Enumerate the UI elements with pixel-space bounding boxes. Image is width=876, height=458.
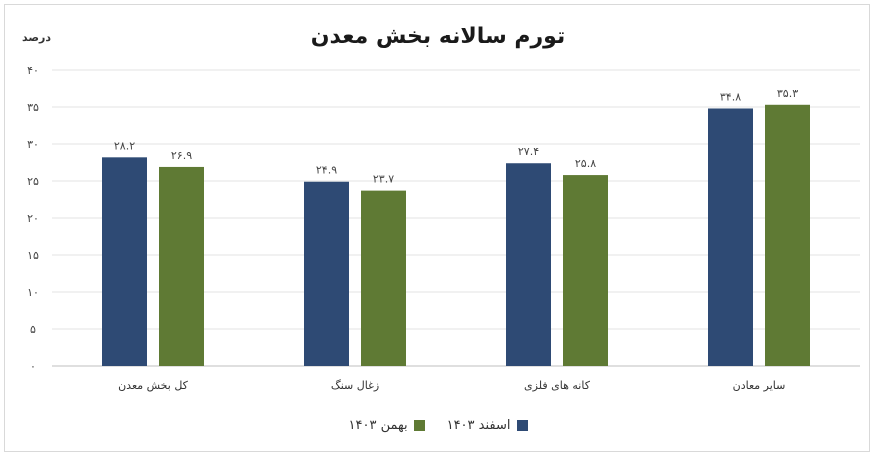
y-tick-label: ۱۵ [27,249,39,262]
y-tick-label: ۱۰ [27,286,39,299]
bar [765,104,810,366]
y-tick-label: ۲۰ [27,212,39,225]
data-label: ۳۵.۳ [777,87,798,100]
bar [102,157,147,366]
x-tick-label: سایر معادن [733,379,786,392]
y-axis-label: درصد [22,31,51,44]
x-tick-label: کل بخش معدن [118,379,189,392]
bar [708,108,753,366]
data-label: ۲۵.۸ [575,157,596,170]
bar [506,163,551,366]
data-label: ۲۷.۴ [518,145,539,158]
legend-item-series-1: اسفند ۱۴۰۳ [447,418,528,433]
y-tick-label: ۲۵ [27,175,39,188]
data-label: ۲۸.۲ [114,139,135,152]
bar [159,166,204,366]
data-label: ۳۴.۸ [720,90,741,103]
data-label: ۲۳.۷ [373,173,394,186]
legend-label-series-2: بهمن ۱۴۰۳ [348,418,408,433]
y-tick-label: ۰ [30,360,36,373]
legend-swatch-series-1 [516,420,528,431]
y-tick-label: ۳۰ [27,138,39,151]
bar [361,190,406,366]
data-label: ۲۶.۹ [171,149,192,162]
y-tick-label: ۵ [30,323,36,336]
x-tick-label: زغال سنگ [331,379,379,392]
y-tick-label: ۳۵ [27,101,39,114]
x-tick-label: کانه های فلزی [524,379,591,392]
chart-title: تورم سالانه بخش معدن [310,24,566,49]
legend-item-series-2: بهمن ۱۴۰۳ [349,418,425,433]
y-tick-label: ۴۰ [27,64,39,77]
legend-swatch-series-2 [413,420,425,431]
data-label: ۲۴.۹ [316,164,337,177]
bar [304,181,349,366]
bar [563,175,608,366]
legend-label-series-1: اسفند ۱۴۰۳ [446,418,511,433]
legend: اسفند ۱۴۰۳ بهمن ۱۴۰۳ [0,418,876,433]
